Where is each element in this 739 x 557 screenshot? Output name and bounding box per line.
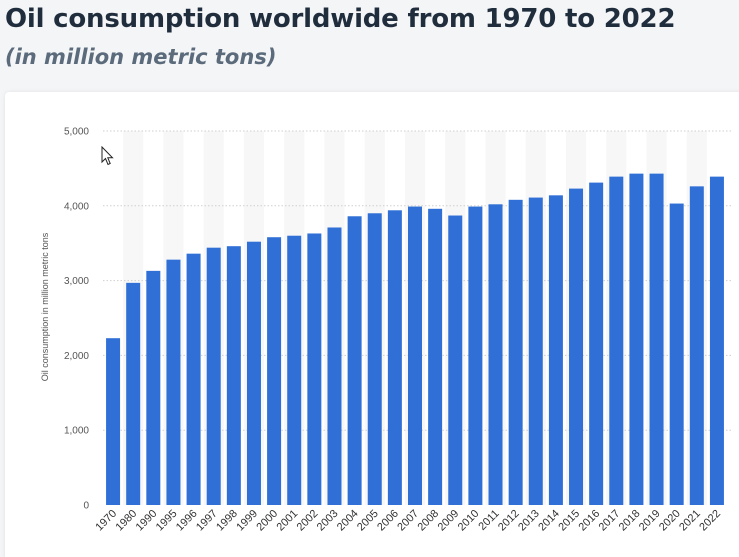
bars — [106, 173, 724, 506]
bar[interactable] — [226, 246, 241, 505]
bar[interactable] — [166, 259, 181, 505]
x-tick-label: 2014 — [536, 508, 562, 534]
x-tick-label: 2003 — [315, 508, 341, 534]
x-tick-label: 2010 — [456, 508, 482, 534]
y-tick-label: 1,000 — [64, 426, 89, 437]
x-tick-label: 1980 — [114, 508, 140, 534]
x-tick-label: 2021 — [677, 508, 703, 534]
y-axis-label: Oil consumption in million metric tons — [40, 232, 50, 381]
x-tick-label: 2008 — [415, 508, 441, 534]
chart-card: 0 1,000 2,000 3,000 4,000 5,000 1970 1980 1990 1… — [5, 92, 739, 557]
bar[interactable] — [508, 199, 523, 505]
x-tick-label: 1998 — [214, 508, 240, 534]
bar[interactable] — [126, 282, 141, 505]
x-tick-label: 2006 — [375, 508, 401, 534]
x-tick-label: 2001 — [275, 508, 301, 534]
bar[interactable] — [649, 173, 664, 506]
bar[interactable] — [307, 233, 322, 505]
bar[interactable] — [609, 176, 624, 505]
x-tick-label: 2013 — [516, 508, 542, 534]
x-tick-label: 1970 — [93, 508, 119, 534]
bar[interactable] — [287, 235, 302, 505]
bar[interactable] — [589, 182, 604, 505]
x-tick-label: 1997 — [194, 508, 220, 534]
x-tick-label: 2018 — [617, 508, 643, 534]
bar[interactable] — [709, 176, 724, 505]
x-tick-label: 2016 — [576, 508, 602, 534]
x-tick-label: 2000 — [254, 508, 280, 534]
page-title: Oil consumption worldwide from 1970 to 2… — [5, 4, 676, 34]
bar[interactable] — [246, 241, 261, 506]
x-tick-label: 1990 — [134, 508, 160, 534]
bar[interactable] — [528, 197, 543, 505]
x-tick-label: 1999 — [234, 508, 260, 534]
bar[interactable] — [106, 338, 121, 505]
x-tick-label: 2019 — [637, 508, 663, 534]
bar[interactable] — [367, 213, 382, 505]
page-subtitle: (in million metric tons) — [5, 45, 277, 69]
bar[interactable] — [629, 173, 644, 506]
y-tick-label: 2,000 — [64, 351, 89, 362]
x-tick-label: 2009 — [436, 508, 462, 534]
y-tick-label: 4,000 — [64, 201, 89, 212]
x-tick-label: 2017 — [597, 508, 623, 534]
x-tick-label: 1995 — [154, 508, 180, 534]
x-tick-label: 2007 — [395, 508, 421, 534]
x-tick-label: 2022 — [697, 508, 723, 534]
bar[interactable] — [548, 195, 563, 505]
bar[interactable] — [347, 216, 362, 505]
bar[interactable] — [387, 210, 402, 505]
bar[interactable] — [267, 237, 282, 505]
bar[interactable] — [569, 188, 584, 505]
x-tick-label: 2004 — [335, 508, 361, 534]
bar[interactable] — [206, 247, 221, 506]
bar[interactable] — [669, 203, 684, 505]
x-tick-label: 2015 — [556, 508, 582, 534]
x-tick-label: 2011 — [476, 508, 501, 533]
y-axis-ticks: 0 1,000 2,000 3,000 4,000 5,000 — [64, 127, 89, 512]
x-tick-label: 2002 — [295, 508, 321, 534]
x-tick-label: 2020 — [657, 508, 683, 534]
bar[interactable] — [488, 204, 503, 505]
x-tick-label: 2012 — [496, 508, 522, 534]
bar[interactable] — [408, 206, 422, 505]
bar[interactable] — [146, 270, 161, 505]
y-tick-label: 5,000 — [64, 127, 89, 138]
x-tick-label: 2005 — [355, 508, 381, 534]
mouse-pointer-icon — [101, 146, 114, 166]
y-tick-label: 0 — [83, 501, 89, 512]
x-axis-ticks: 1970198019901995199619971998199920002001… — [93, 508, 723, 534]
y-tick-label: 3,000 — [64, 276, 89, 287]
bar[interactable] — [689, 186, 704, 505]
bar[interactable] — [327, 227, 342, 505]
bar[interactable] — [428, 208, 443, 505]
bar[interactable] — [186, 253, 201, 505]
bar[interactable] — [448, 215, 463, 506]
x-tick-label: 1996 — [174, 508, 200, 534]
bar[interactable] — [468, 206, 483, 505]
